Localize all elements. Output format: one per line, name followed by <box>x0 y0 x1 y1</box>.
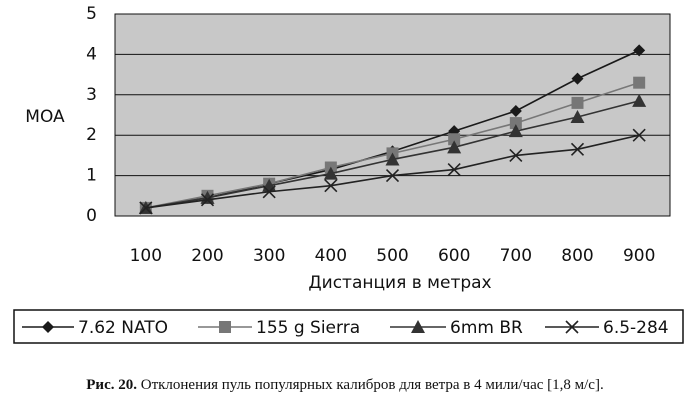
marker <box>447 140 462 154</box>
marker <box>385 169 400 183</box>
marker <box>632 93 647 107</box>
legend-marker <box>219 321 231 333</box>
marker <box>571 96 584 109</box>
legend-label: 155 g Sierra <box>256 318 360 338</box>
marker <box>385 152 400 166</box>
marker <box>508 124 523 138</box>
legend-label: 6mm BR <box>450 318 523 338</box>
marker <box>509 117 522 130</box>
x-tick-label: 200 <box>191 246 223 266</box>
legend-marker <box>565 320 579 334</box>
marker <box>570 110 585 124</box>
marker <box>571 72 584 85</box>
marker <box>633 76 646 89</box>
y-axis-label: MOA <box>25 107 65 127</box>
marker <box>570 142 585 156</box>
legend-marker <box>411 320 425 333</box>
marker <box>324 179 338 193</box>
marker <box>262 185 276 199</box>
marker <box>323 166 338 180</box>
x-axis-label: Дистанция в метрах <box>308 273 491 293</box>
x-tick-label: 900 <box>623 246 655 266</box>
marker <box>200 193 215 207</box>
x-tick-label: 400 <box>315 246 347 266</box>
marker <box>632 128 646 142</box>
legend-label: 7.62 NATO <box>78 318 168 338</box>
marker <box>448 133 461 146</box>
marker <box>509 104 522 117</box>
x-tick-label: 500 <box>376 246 408 266</box>
y-tick-label: 3 <box>86 85 97 105</box>
legend-label: 6.5-284 <box>603 318 669 338</box>
x-tick-label: 300 <box>253 246 285 266</box>
y-tick-label: 4 <box>86 44 97 64</box>
x-tick-label: 700 <box>500 246 532 266</box>
marker <box>633 44 646 57</box>
y-tick-label: 1 <box>86 166 97 186</box>
legend-marker <box>42 321 54 333</box>
marker <box>139 201 153 215</box>
x-tick-label: 100 <box>130 246 162 266</box>
y-tick-label: 5 <box>86 4 97 24</box>
y-tick-label: 0 <box>86 206 97 226</box>
marker <box>509 148 523 162</box>
marker <box>447 162 461 177</box>
y-tick-label: 2 <box>86 125 97 145</box>
x-tick-label: 600 <box>438 246 470 266</box>
caption-label: Рис. 20. <box>86 377 137 393</box>
caption-text: Отклонения пуль популярных калибров для … <box>141 377 604 393</box>
x-tick-label: 800 <box>561 246 593 266</box>
caption: Рис. 20. Отклонения пуль популярных кали… <box>86 377 603 393</box>
